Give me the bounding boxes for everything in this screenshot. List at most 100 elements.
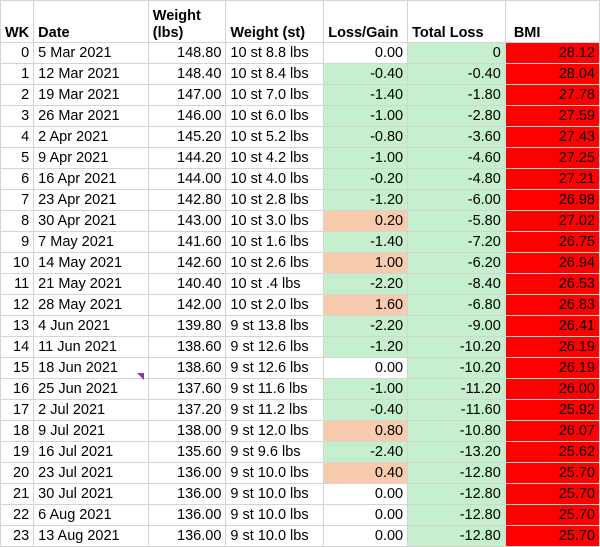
- cell-date[interactable]: 16 Apr 2021: [33, 168, 149, 190]
- cell-weight-st[interactable]: 10 st 1.6 lbs: [225, 231, 325, 253]
- cell-total-loss[interactable]: -3.60: [407, 126, 506, 148]
- cell-loss-gain[interactable]: 0.00: [323, 483, 409, 505]
- cell-total-loss[interactable]: -10.20: [407, 357, 506, 379]
- cell-weight-lbs[interactable]: 148.40: [147, 63, 227, 85]
- cell-wk[interactable]: 9: [0, 231, 35, 253]
- cell-loss-gain[interactable]: -1.00: [323, 147, 409, 169]
- cell-weight-st[interactable]: 10 st 5.2 lbs: [225, 126, 325, 148]
- cell-bmi[interactable]: 26.19: [504, 336, 600, 358]
- cell-weight-st[interactable]: 9 st 10.0 lbs: [225, 504, 325, 526]
- cell-loss-gain[interactable]: -1.00: [323, 378, 409, 400]
- header-loss-gain[interactable]: Loss/Gain: [323, 0, 409, 43]
- cell-weight-st[interactable]: 10 st 4.2 lbs: [225, 147, 325, 169]
- cell-weight-st[interactable]: 9 st 10.0 lbs: [225, 462, 325, 484]
- cell-loss-gain[interactable]: 1.00: [323, 252, 409, 274]
- header-weight-lbs[interactable]: Weight (lbs): [147, 0, 227, 43]
- cell-wk[interactable]: 12: [0, 294, 35, 316]
- cell-date[interactable]: 21 May 2021: [33, 273, 149, 295]
- cell-total-loss[interactable]: -12.80: [407, 504, 506, 526]
- header-weight-st[interactable]: Weight (st): [225, 0, 325, 43]
- cell-bmi[interactable]: 25.92: [504, 399, 600, 421]
- cell-bmi[interactable]: 27.25: [504, 147, 600, 169]
- cell-loss-gain[interactable]: -1.20: [323, 336, 409, 358]
- cell-wk[interactable]: 13: [0, 315, 35, 337]
- cell-date[interactable]: 6 Aug 2021: [33, 504, 149, 526]
- cell-date[interactable]: 28 May 2021: [33, 294, 149, 316]
- cell-date[interactable]: 7 May 2021: [33, 231, 149, 253]
- comment-indicator-icon[interactable]: [137, 373, 144, 380]
- cell-date[interactable]: 11 Jun 2021: [33, 336, 149, 358]
- cell-bmi[interactable]: 25.62: [504, 441, 600, 463]
- cell-date[interactable]: 18 Jun 2021: [33, 357, 149, 379]
- cell-loss-gain[interactable]: -1.20: [323, 189, 409, 211]
- cell-weight-lbs[interactable]: 137.60: [147, 378, 227, 400]
- cell-total-loss[interactable]: -11.60: [407, 399, 506, 421]
- cell-bmi[interactable]: 25.70: [504, 504, 600, 526]
- cell-weight-lbs[interactable]: 146.00: [147, 105, 227, 127]
- cell-weight-st[interactable]: 9 st 10.0 lbs: [225, 483, 325, 505]
- header-wk[interactable]: WK: [0, 0, 35, 43]
- cell-loss-gain[interactable]: -0.80: [323, 126, 409, 148]
- cell-date[interactable]: 23 Apr 2021: [33, 189, 149, 211]
- cell-weight-lbs[interactable]: 140.40: [147, 273, 227, 295]
- cell-wk[interactable]: 10: [0, 252, 35, 274]
- header-total-loss[interactable]: Total Loss: [407, 0, 506, 43]
- cell-loss-gain[interactable]: -1.40: [323, 231, 409, 253]
- cell-bmi[interactable]: 25.70: [504, 525, 600, 547]
- cell-wk[interactable]: 14: [0, 336, 35, 358]
- cell-weight-st[interactable]: 10 st 7.0 lbs: [225, 84, 325, 106]
- cell-date[interactable]: 16 Jul 2021: [33, 441, 149, 463]
- cell-wk[interactable]: 16: [0, 378, 35, 400]
- cell-bmi[interactable]: 27.43: [504, 126, 600, 148]
- cell-weight-st[interactable]: 10 st .4 lbs: [225, 273, 325, 295]
- cell-date[interactable]: 14 May 2021: [33, 252, 149, 274]
- cell-wk[interactable]: 1: [0, 63, 35, 85]
- cell-weight-lbs[interactable]: 145.20: [147, 126, 227, 148]
- cell-total-loss[interactable]: -12.80: [407, 462, 506, 484]
- cell-weight-st[interactable]: 10 st 2.0 lbs: [225, 294, 325, 316]
- cell-weight-st[interactable]: 9 st 9.6 lbs: [225, 441, 325, 463]
- cell-loss-gain[interactable]: 0.00: [323, 525, 409, 547]
- cell-loss-gain[interactable]: 0.80: [323, 420, 409, 442]
- cell-total-loss[interactable]: -12.80: [407, 525, 506, 547]
- cell-wk[interactable]: 7: [0, 189, 35, 211]
- cell-loss-gain[interactable]: -2.20: [323, 273, 409, 295]
- cell-weight-st[interactable]: 10 st 4.0 lbs: [225, 168, 325, 190]
- cell-bmi[interactable]: 27.78: [504, 84, 600, 106]
- cell-total-loss[interactable]: -7.20: [407, 231, 506, 253]
- cell-wk[interactable]: 22: [0, 504, 35, 526]
- cell-weight-lbs[interactable]: 148.80: [147, 42, 227, 64]
- cell-wk[interactable]: 11: [0, 273, 35, 295]
- cell-loss-gain[interactable]: -1.00: [323, 105, 409, 127]
- cell-wk[interactable]: 3: [0, 105, 35, 127]
- cell-total-loss[interactable]: -10.20: [407, 336, 506, 358]
- cell-loss-gain[interactable]: -0.20: [323, 168, 409, 190]
- cell-wk[interactable]: 5: [0, 147, 35, 169]
- cell-weight-st[interactable]: 9 st 12.6 lbs: [225, 357, 325, 379]
- cell-weight-lbs[interactable]: 143.00: [147, 210, 227, 232]
- cell-bmi[interactable]: 28.04: [504, 63, 600, 85]
- cell-loss-gain[interactable]: 0.40: [323, 462, 409, 484]
- cell-bmi[interactable]: 27.21: [504, 168, 600, 190]
- cell-total-loss[interactable]: -6.00: [407, 189, 506, 211]
- header-bmi[interactable]: BMI: [504, 0, 600, 43]
- cell-weight-st[interactable]: 9 st 10.0 lbs: [225, 525, 325, 547]
- cell-weight-lbs[interactable]: 139.80: [147, 315, 227, 337]
- cell-wk[interactable]: 0: [0, 42, 35, 64]
- cell-loss-gain[interactable]: -2.20: [323, 315, 409, 337]
- cell-date[interactable]: 25 Jun 2021: [33, 378, 149, 400]
- cell-bmi[interactable]: 26.19: [504, 357, 600, 379]
- cell-weight-lbs[interactable]: 136.00: [147, 462, 227, 484]
- cell-date[interactable]: 12 Mar 2021: [33, 63, 149, 85]
- cell-loss-gain[interactable]: 0.20: [323, 210, 409, 232]
- header-date[interactable]: Date: [33, 0, 149, 43]
- cell-wk[interactable]: 4: [0, 126, 35, 148]
- cell-wk[interactable]: 8: [0, 210, 35, 232]
- cell-weight-st[interactable]: 9 st 11.2 lbs: [225, 399, 325, 421]
- cell-bmi[interactable]: 28.12: [504, 42, 600, 64]
- cell-total-loss[interactable]: -2.80: [407, 105, 506, 127]
- cell-bmi[interactable]: 26.41: [504, 315, 600, 337]
- cell-date[interactable]: 23 Jul 2021: [33, 462, 149, 484]
- cell-weight-st[interactable]: 10 st 8.8 lbs: [225, 42, 325, 64]
- cell-weight-lbs[interactable]: 138.60: [147, 357, 227, 379]
